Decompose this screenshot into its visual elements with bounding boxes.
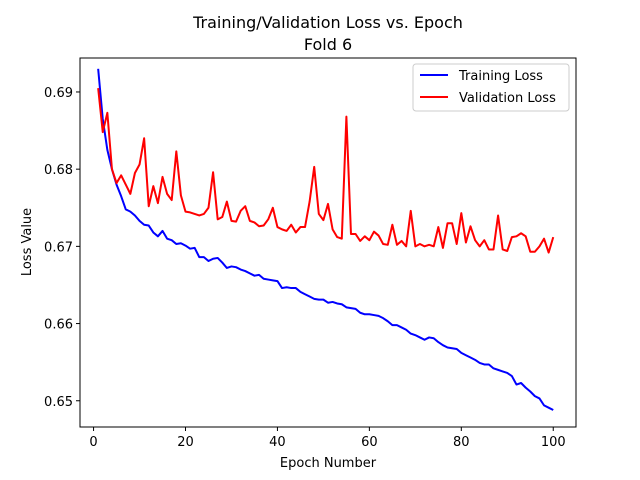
x-tick-label: 60 xyxy=(361,435,378,450)
y-tick-label: 0.66 xyxy=(44,318,73,333)
series-line-validation-loss xyxy=(97,88,555,254)
y-tick-label: 0.68 xyxy=(44,163,73,178)
y-axis-label: Loss Value xyxy=(20,208,35,276)
legend-label-validation-loss: Validation Loss xyxy=(459,91,556,106)
y-axis-ticks: 0.65 0.66 0.67 0.68 0.69 xyxy=(44,86,80,410)
chart-subtitle: Fold 6 xyxy=(304,35,352,54)
plot-frame xyxy=(79,57,577,428)
x-axis-label: Epoch Number xyxy=(280,456,377,471)
x-tick-label: 20 xyxy=(177,435,194,450)
y-tick-label: 0.65 xyxy=(44,395,73,410)
y-tick-label: 0.69 xyxy=(44,86,73,101)
chart-legend: Training Loss Validation Loss xyxy=(412,63,570,112)
series-lines xyxy=(97,68,555,411)
x-axis-ticks: 0 20 40 60 80 100 xyxy=(89,427,566,450)
chart-title-group: Training/Validation Loss vs. Epoch Fold … xyxy=(192,13,463,54)
x-tick-label: 100 xyxy=(541,435,566,450)
x-tick-label: 80 xyxy=(453,435,470,450)
y-tick-label: 0.67 xyxy=(44,240,73,255)
x-tick-label: 40 xyxy=(269,435,286,450)
chart-title: Training/Validation Loss vs. Epoch xyxy=(192,13,463,32)
legend-label-training-loss: Training Loss xyxy=(458,69,543,84)
x-tick-label: 0 xyxy=(89,435,97,450)
legend-box xyxy=(412,63,570,112)
series-line-training-loss xyxy=(97,68,554,411)
